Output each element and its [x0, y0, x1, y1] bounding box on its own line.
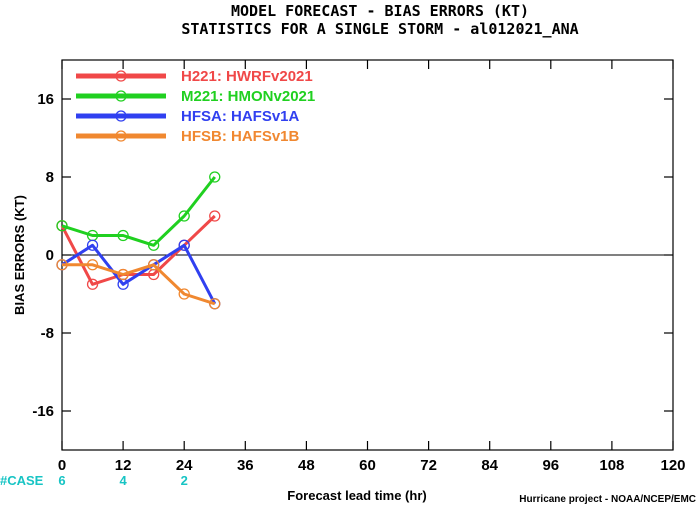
- x-tick-label: 0: [58, 457, 66, 474]
- legend-label: HFSA: HAFSv1A: [181, 108, 300, 125]
- case-label: #CASE: [0, 473, 44, 488]
- x-tick-label: 24: [176, 457, 193, 474]
- y-tick-label: 8: [46, 169, 54, 186]
- x-tick-label: 72: [420, 457, 437, 474]
- series-1: [56, 171, 221, 251]
- legend-swatch-marker: [115, 70, 127, 82]
- data-point: [209, 298, 221, 310]
- x-tick-label: 48: [298, 457, 315, 474]
- case-count: 6: [58, 473, 65, 488]
- data-point: [209, 171, 221, 183]
- y-tick-label: 16: [37, 91, 54, 108]
- x-tick-label: 84: [481, 457, 498, 474]
- credit-text: Hurricane project - NOAA/NCEP/EMC: [519, 494, 696, 505]
- data-point: [178, 239, 190, 251]
- data-point: [178, 288, 190, 300]
- legend-label: M221: HMONv2021: [181, 88, 315, 105]
- x-axis-label: Forecast lead time (hr): [287, 488, 426, 503]
- y-axis-label: BIAS ERRORS (KT): [12, 195, 27, 315]
- y-tick-label: -8: [41, 325, 54, 342]
- legend-swatch-marker: [115, 110, 127, 122]
- legend-item: H221: HWRFv2021: [76, 68, 313, 85]
- data-point: [117, 268, 129, 281]
- data-point: [117, 229, 129, 242]
- legend-swatch-marker: [115, 130, 127, 142]
- x-tick-label: 120: [660, 457, 685, 474]
- case-count: 2: [181, 473, 188, 488]
- x-axis: 0 12 24 36 48 60 72 84 96 108 120: [58, 60, 686, 474]
- data-point: [147, 239, 160, 251]
- series-layer: [56, 171, 221, 310]
- data-point: [86, 239, 99, 251]
- x-tick-label: 96: [542, 457, 559, 474]
- x-tick-label: 36: [237, 457, 254, 474]
- legend: H221: HWRFv2021 M221: HMONv2021 HFSA: HAFS…: [76, 68, 315, 145]
- chart-title-line1: MODEL FORECAST - BIAS ERRORS (KT): [231, 2, 529, 20]
- case-count: 4: [119, 473, 127, 488]
- x-tick-label: 12: [115, 457, 132, 474]
- series-0: [56, 210, 221, 290]
- legend-swatch-marker: [115, 90, 127, 102]
- data-point: [209, 210, 221, 222]
- data-point: [86, 278, 99, 290]
- series-3: [56, 259, 221, 310]
- legend-item: HFSB: HAFSv1B: [76, 128, 300, 145]
- legend-label: H221: HWRFv2021: [181, 68, 313, 85]
- y-axis: 16 8 0 -8 -16: [32, 91, 673, 420]
- legend-item: M221: HMONv2021: [76, 88, 315, 105]
- case-counts: 6 4 2: [58, 473, 187, 488]
- legend-item: HFSA: HAFSv1A: [76, 108, 300, 125]
- chart-title-line2: STATISTICS FOR A SINGLE STORM - al012021…: [181, 20, 578, 38]
- data-point: [86, 259, 99, 271]
- x-tick-label: 60: [359, 457, 376, 474]
- series-line: [61, 243, 217, 305]
- series-line: [61, 176, 216, 247]
- data-point: [56, 259, 68, 271]
- data-point: [178, 210, 190, 222]
- y-tick-label: 0: [46, 247, 54, 264]
- legend-label: HFSB: HAFSv1B: [181, 128, 300, 145]
- x-tick-label: 108: [599, 457, 624, 474]
- y-tick-label: -16: [32, 403, 54, 420]
- data-point: [147, 259, 160, 271]
- data-point: [56, 220, 68, 232]
